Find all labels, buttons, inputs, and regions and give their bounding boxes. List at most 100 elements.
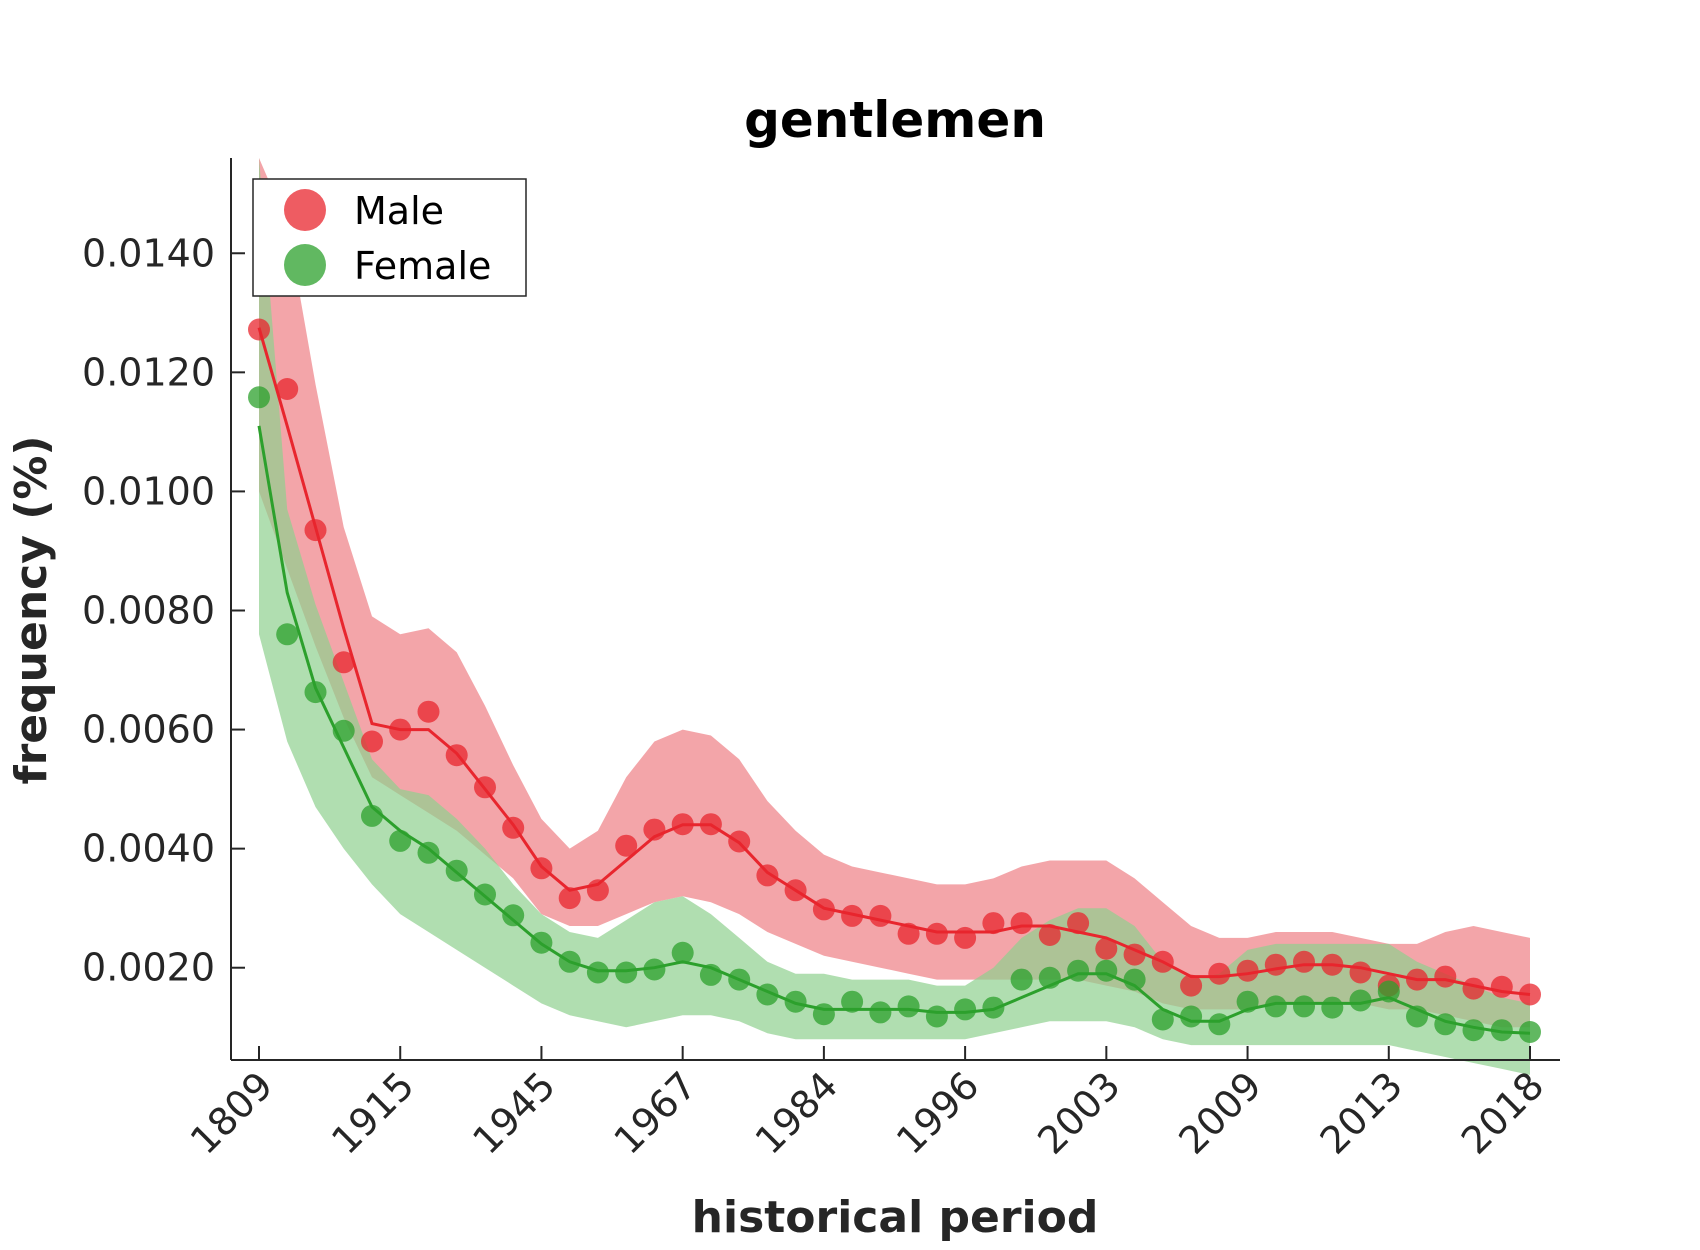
data-point-female (1123, 968, 1146, 991)
data-point-male (502, 816, 525, 839)
data-point-female (586, 961, 609, 984)
data-point-female (502, 904, 525, 927)
data-point-male (643, 818, 666, 841)
y-ticks: 0.0020 0.0040 0.0060 0.0080 0.0100 0.0120 0.01… (82, 231, 245, 990)
data-point-female (982, 996, 1005, 1019)
data-point-male (728, 830, 751, 853)
data-point-female (1377, 980, 1400, 1003)
data-point-male (1490, 975, 1513, 998)
data-point-female (897, 995, 920, 1018)
data-point-female (728, 968, 751, 991)
trend-line-female (257, 425, 1531, 1035)
data-point-male (699, 813, 722, 836)
data-point-male (925, 922, 948, 945)
data-point-male (1406, 968, 1428, 991)
y-tick-label: 0.0120 (82, 350, 215, 394)
data-point-female (1095, 959, 1118, 982)
data-point-female (417, 841, 440, 864)
axes (230, 158, 1560, 1061)
data-point-female (445, 859, 468, 882)
data-points (248, 318, 1541, 1043)
data-point-female (925, 1005, 948, 1028)
data-point-female (812, 1003, 835, 1026)
data-point-female (1321, 996, 1344, 1019)
data-point-male (1293, 950, 1315, 973)
data-point-male (1095, 937, 1118, 960)
data-point-female (841, 990, 864, 1013)
data-point-male (784, 879, 807, 902)
data-point-male (1236, 959, 1259, 982)
data-point-male (671, 813, 694, 836)
y-tick-label: 0.0100 (82, 469, 215, 513)
data-point-female (1038, 966, 1061, 989)
data-point-female (1010, 968, 1033, 991)
data-point-female (332, 719, 355, 742)
data-point-male (812, 898, 835, 921)
data-point-male (756, 864, 779, 887)
data-point-male (1434, 965, 1457, 988)
data-point-male (869, 904, 892, 927)
data-point-female (1067, 959, 1090, 982)
data-point-female (1208, 1013, 1231, 1036)
data-point-male (1010, 912, 1033, 935)
data-point-male (361, 730, 383, 753)
data-point-male (530, 857, 553, 880)
data-point-female (615, 961, 638, 984)
data-point-male (1123, 943, 1146, 966)
y-tick-label: 0.0040 (82, 827, 215, 871)
data-point-female (276, 623, 299, 646)
y-tick-label: 0.0140 (82, 231, 215, 275)
data-point-male (474, 776, 496, 799)
data-point-female (1236, 990, 1259, 1013)
data-point-female (1406, 1005, 1428, 1028)
y-axis-label: frequency (%) (6, 435, 57, 784)
data-point-male (1180, 974, 1203, 997)
data-point-female (756, 983, 779, 1006)
data-point-female (1151, 1008, 1174, 1031)
data-point-male (248, 318, 270, 341)
y-tick-label: 0.0060 (82, 708, 215, 752)
data-point-male (1067, 912, 1090, 935)
data-point-female (643, 958, 666, 981)
data-point-female (1349, 989, 1372, 1012)
data-point-male (558, 887, 581, 910)
data-point-male (1321, 953, 1344, 976)
data-point-male (897, 922, 920, 945)
data-point-male (445, 744, 468, 767)
data-point-male (276, 378, 299, 400)
legend-label-female: Female (354, 244, 491, 288)
data-point-male (1462, 977, 1485, 1000)
trend-lines (257, 327, 1531, 1035)
data-point-female (1434, 1013, 1457, 1036)
data-point-male (954, 926, 977, 949)
confidence-bands (259, 158, 1530, 1075)
data-point-female (248, 386, 270, 409)
legend-marker-male (284, 189, 326, 231)
data-point-male (389, 718, 412, 741)
data-point-female (869, 1001, 892, 1024)
y-tick-label: 0.0020 (82, 946, 215, 990)
data-point-female (389, 829, 412, 852)
data-point-female (304, 681, 327, 704)
data-point-female (530, 931, 553, 954)
y-tick-label: 0.0080 (82, 588, 215, 632)
data-point-female (1462, 1019, 1485, 1042)
data-point-male (1349, 961, 1372, 984)
data-point-male (417, 700, 440, 723)
data-point-female (558, 950, 581, 973)
legend-label-male: Male (354, 189, 444, 233)
data-point-male (1038, 924, 1061, 946)
legend: Male Female (252, 178, 527, 297)
data-point-female (1490, 1019, 1513, 1042)
data-point-female (1180, 1005, 1203, 1028)
data-point-female (474, 883, 496, 906)
legend-marker-female (284, 244, 326, 286)
trend-line-male (257, 327, 1531, 996)
data-point-female (1519, 1021, 1541, 1043)
data-point-female (1293, 995, 1315, 1018)
data-point-male (1151, 950, 1174, 973)
data-point-female (784, 990, 807, 1013)
data-point-female (361, 804, 383, 827)
data-point-male (615, 834, 638, 857)
